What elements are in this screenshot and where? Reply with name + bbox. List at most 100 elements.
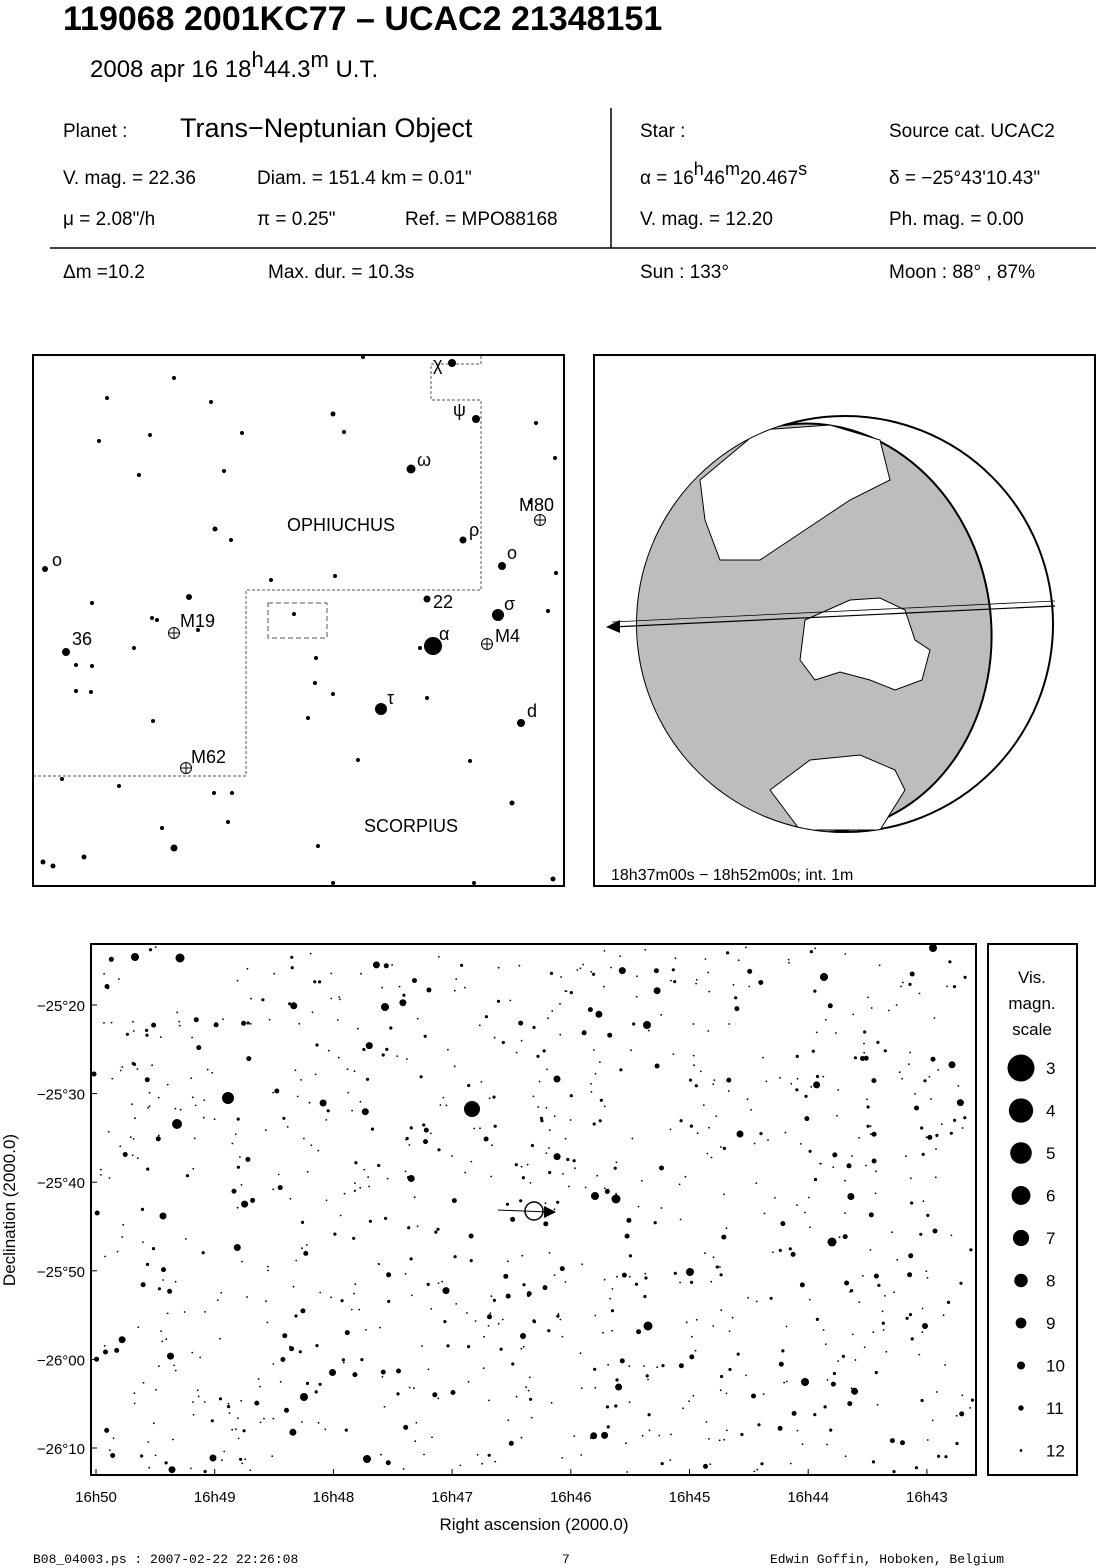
star — [158, 1365, 160, 1367]
star — [305, 1381, 310, 1385]
star — [908, 1253, 914, 1259]
text: Source cat. UCAC2 — [889, 121, 1055, 142]
star — [213, 1022, 219, 1028]
star — [100, 1168, 102, 1171]
star — [136, 1157, 139, 1160]
text: −25°40 — [37, 1175, 85, 1192]
star — [300, 1308, 306, 1314]
star — [122, 1223, 125, 1226]
star — [415, 1421, 418, 1424]
star — [755, 1182, 758, 1185]
star — [484, 1015, 488, 1019]
star — [103, 973, 105, 975]
star — [173, 1364, 176, 1367]
star — [446, 1344, 450, 1348]
star — [708, 1126, 710, 1129]
star — [372, 961, 380, 969]
star — [121, 1066, 124, 1068]
star — [339, 1214, 342, 1217]
text: α — [439, 624, 449, 644]
star — [559, 1318, 562, 1321]
star — [142, 1241, 144, 1243]
star — [707, 1030, 710, 1032]
star — [515, 1051, 518, 1054]
date-part: m — [310, 47, 328, 72]
star — [289, 1345, 291, 1348]
star — [314, 1073, 317, 1076]
bright-star — [643, 1021, 651, 1029]
ra-part: 20.467 — [740, 168, 798, 189]
star — [804, 1094, 808, 1098]
star — [584, 1186, 587, 1189]
star — [306, 716, 310, 720]
star — [148, 948, 153, 952]
star — [530, 1143, 535, 1148]
star — [723, 1193, 725, 1196]
star — [50, 863, 56, 869]
star — [961, 1127, 964, 1129]
star — [298, 1350, 302, 1354]
star — [569, 991, 573, 995]
field-box — [267, 602, 328, 639]
star — [466, 1312, 468, 1314]
star — [89, 690, 93, 694]
star — [556, 1314, 560, 1318]
star — [518, 1020, 524, 1026]
star — [844, 1455, 847, 1458]
star — [423, 1139, 428, 1145]
star — [183, 1311, 186, 1313]
star — [491, 1144, 493, 1147]
star — [478, 1024, 481, 1027]
star — [710, 1156, 713, 1159]
star — [553, 1153, 561, 1161]
star — [935, 1133, 939, 1137]
star — [542, 1049, 546, 1053]
ra-part: s — [798, 159, 807, 179]
star — [277, 1185, 283, 1191]
star — [814, 947, 817, 950]
star — [468, 1233, 474, 1239]
star — [509, 999, 512, 1002]
text: M80 — [519, 495, 554, 515]
star — [712, 1083, 715, 1086]
text: 8 — [1046, 1272, 1055, 1291]
star — [274, 1088, 280, 1094]
star — [487, 1314, 492, 1320]
star — [590, 1083, 592, 1085]
star — [145, 1033, 149, 1037]
star — [303, 1250, 309, 1256]
star — [520, 1039, 523, 1042]
star — [614, 1404, 618, 1408]
bright-star — [827, 1237, 837, 1247]
star — [692, 1054, 695, 1057]
text: −25°30 — [37, 1087, 85, 1104]
star — [427, 1368, 430, 1371]
star — [306, 1170, 309, 1173]
star — [862, 1275, 864, 1277]
star — [955, 1441, 959, 1446]
legend-box — [987, 943, 1078, 1476]
star — [799, 1143, 802, 1145]
star — [361, 1108, 369, 1116]
star — [311, 1011, 314, 1014]
star — [625, 1442, 627, 1445]
star — [313, 980, 317, 984]
star — [672, 1053, 675, 1055]
star — [213, 1118, 216, 1120]
star — [325, 1199, 328, 1202]
star — [261, 998, 265, 1002]
star — [423, 1034, 427, 1038]
star — [721, 1234, 727, 1240]
star — [210, 1419, 214, 1423]
star — [342, 1361, 345, 1364]
star — [518, 964, 521, 967]
star — [695, 978, 698, 981]
star — [841, 1354, 846, 1358]
star — [346, 1068, 349, 1071]
star — [813, 1081, 821, 1089]
star — [268, 1018, 271, 1021]
star — [423, 595, 431, 603]
star — [479, 1127, 481, 1130]
star — [836, 1114, 838, 1117]
star — [521, 1176, 526, 1180]
